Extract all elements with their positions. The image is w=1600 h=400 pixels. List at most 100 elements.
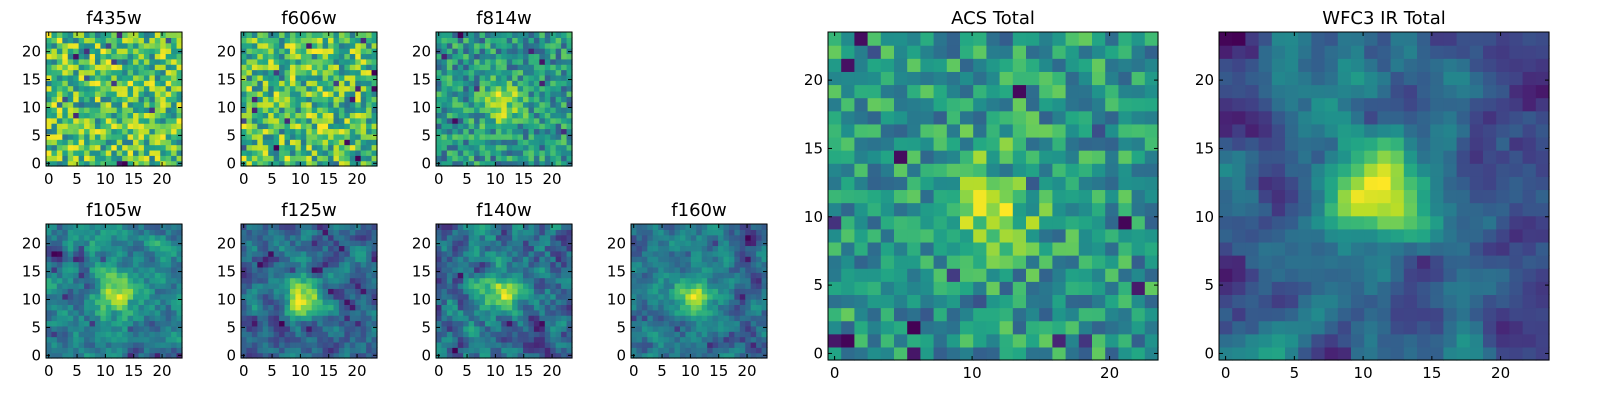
heatmap-cell (67, 101, 74, 108)
heatmap-cell (658, 240, 665, 247)
y-tick-label: 10 (22, 290, 41, 308)
heatmap-cell (512, 229, 519, 236)
heatmap-cell (539, 277, 546, 284)
heatmap-cell (728, 245, 735, 252)
heatmap-cell (452, 347, 459, 354)
heatmap-cell (669, 250, 676, 257)
heatmap-cell (452, 107, 459, 113)
heatmap-cell (51, 58, 58, 65)
heatmap-cell (349, 144, 356, 151)
heatmap-cell (463, 128, 470, 135)
heatmap-cell (300, 160, 307, 167)
heatmap-cell (490, 101, 497, 108)
heatmap-cell (46, 58, 53, 65)
heatmap-cell (679, 272, 686, 279)
heatmap-cell (679, 240, 686, 247)
heatmap-cell (84, 245, 91, 252)
heatmap-cell (745, 234, 752, 241)
heatmap-cell (550, 37, 557, 44)
heatmap-cell (317, 315, 324, 322)
heatmap-cell (138, 250, 145, 257)
heatmap-cell (73, 149, 80, 156)
heatmap-cell (366, 133, 373, 140)
heatmap-cell (1105, 294, 1119, 309)
heatmap-cell (561, 90, 568, 97)
heatmap-cell (51, 149, 58, 156)
heatmap-cell (641, 261, 648, 268)
heatmap-cell (241, 37, 248, 44)
heatmap-cell (46, 261, 53, 268)
heatmap-cell (122, 32, 129, 38)
heatmap-cell (566, 282, 573, 289)
heatmap-cell (67, 42, 74, 49)
heatmap-cell (960, 294, 974, 309)
heatmap-cell (641, 331, 648, 338)
heatmap-cell (127, 256, 134, 263)
heatmap-cell (696, 224, 703, 230)
heatmap-cell (723, 325, 730, 332)
heatmap-cell (89, 272, 96, 279)
heatmap-cell (127, 90, 134, 97)
heatmap-cell (279, 266, 286, 273)
heatmap-cell (160, 117, 167, 124)
heatmap-cell (986, 281, 1001, 295)
heatmap-cell (506, 320, 513, 327)
heatmap-cell (679, 282, 686, 289)
heatmap-cell (1039, 228, 1053, 243)
heatmap-cell (257, 149, 264, 156)
heatmap-cell (723, 224, 730, 230)
heatmap-cell (46, 234, 53, 241)
heatmap-cell (257, 245, 264, 252)
heatmap-cell (867, 333, 882, 348)
heatmap-cell (636, 288, 643, 295)
heatmap-cell (561, 229, 568, 236)
heatmap-cell (160, 48, 167, 55)
heatmap-cell (273, 347, 280, 354)
heatmap-cell (495, 352, 502, 359)
heatmap-cell (355, 347, 362, 354)
heatmap-cell (328, 272, 335, 279)
heatmap-cell (111, 155, 118, 162)
heatmap-cell (154, 37, 161, 44)
heatmap-cell (1105, 333, 1119, 348)
heatmap-cell (728, 304, 735, 311)
heatmap-cell (241, 293, 248, 300)
heatmap-cell (338, 90, 345, 97)
heatmap-cell (1078, 281, 1093, 295)
heatmap-cell (679, 224, 686, 230)
heatmap-cell (1039, 176, 1053, 191)
heatmap-cell (138, 123, 145, 130)
heatmap-cell (143, 149, 150, 156)
heatmap-cell (501, 309, 508, 316)
heatmap-cell (517, 320, 524, 327)
heatmap-cell (718, 293, 725, 300)
heatmap-cell (371, 266, 378, 273)
heatmap-cell (663, 299, 670, 305)
heatmap-cell (355, 277, 362, 284)
heatmap-cell (67, 272, 74, 279)
heatmap-cell (284, 64, 291, 71)
heatmap-cell (701, 315, 708, 322)
heatmap-cell (501, 80, 508, 87)
heatmap-cell (67, 261, 74, 268)
heatmap-cell (436, 299, 443, 305)
heatmap-cell (355, 315, 362, 322)
heatmap-cell (100, 133, 107, 140)
heatmap-cell (933, 268, 948, 282)
heatmap-cell (490, 224, 497, 230)
heatmap-cell (46, 336, 53, 343)
heatmap-cell (756, 224, 763, 230)
heatmap-cell (533, 32, 540, 38)
heatmap-cell (67, 160, 74, 167)
heatmap-cell (67, 128, 74, 135)
heatmap-cell (333, 37, 340, 44)
heatmap-cell (539, 64, 546, 71)
heatmap-cell (457, 128, 464, 135)
heatmap-cell (441, 331, 448, 338)
heatmap-cell (116, 293, 123, 300)
heatmap-cell (62, 155, 69, 162)
heatmap-cell (501, 101, 508, 108)
heatmap-cell (355, 128, 362, 135)
heatmap-cell (712, 299, 719, 305)
heatmap-cell (468, 256, 475, 263)
